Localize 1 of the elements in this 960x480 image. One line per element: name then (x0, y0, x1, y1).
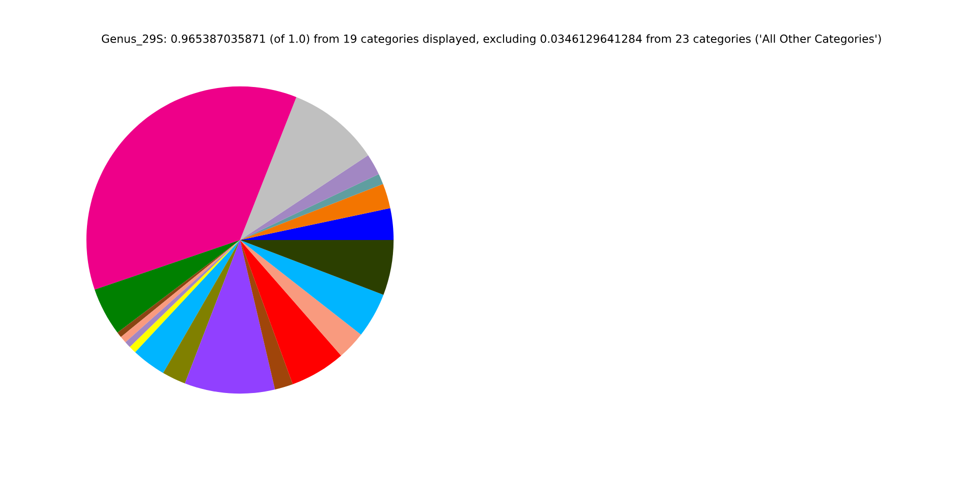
text: Genus_29S: 0.965387035871 (of 1.0) from 19 categories displayed, excluding 0.0346129641284 from 23 categories ('All Other Categories') (102, 34, 881, 46)
